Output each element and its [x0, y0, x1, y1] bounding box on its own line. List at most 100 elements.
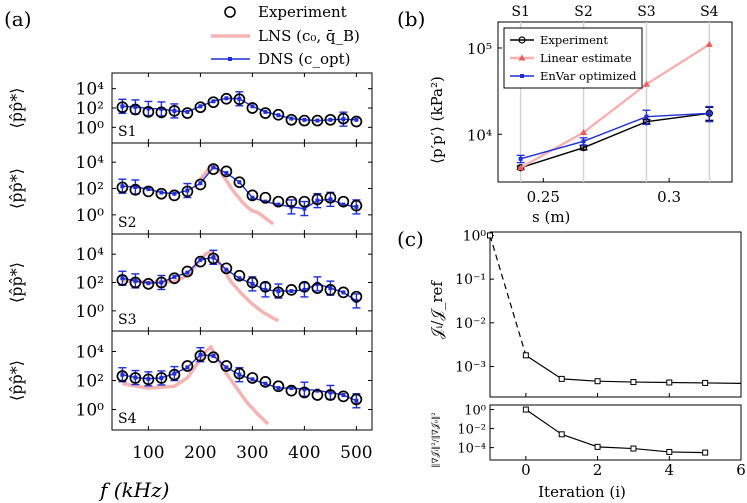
experiment-point [116, 181, 129, 194]
experiment-point [168, 368, 181, 381]
dns-point [237, 276, 242, 281]
dns-point [328, 197, 333, 202]
experiment-point [285, 284, 298, 296]
dns-point [146, 376, 151, 381]
subplot-frame [111, 142, 373, 235]
gradient-line-segment [525, 409, 563, 435]
y-tick-label: 10⁻³ [455, 359, 486, 375]
experiment-point [298, 114, 311, 127]
experiment-point [220, 262, 233, 275]
y-tick-label: 10⁻¹ [455, 272, 486, 288]
subplot-frame [111, 330, 373, 431]
dns-point [120, 104, 125, 109]
experiment-point [155, 276, 168, 289]
gradient-line-segment [561, 433, 598, 448]
gradient-point [630, 445, 637, 452]
experiment-point [337, 390, 350, 403]
subplot-s3: 10⁰ 10² 10⁴ ⟨p̂p̂*⟩ S3 [7, 233, 373, 332]
y-tick-label: 10⁰ [76, 206, 105, 226]
dns-point [146, 106, 151, 111]
experiment-point [350, 393, 363, 406]
y-tick-label: 10² [76, 274, 104, 294]
cost-point [594, 378, 601, 385]
station-label: S4 [118, 411, 137, 427]
gradient-line-segment [669, 451, 706, 454]
linear-point [580, 128, 588, 135]
dns-point [198, 257, 203, 262]
panel-c-xlabel: Iteration (i) [538, 483, 626, 501]
dns-point [172, 371, 177, 376]
dns-point [354, 204, 359, 209]
panel-b-legend: Experiment Linear estimate EnVar optimized [503, 27, 643, 89]
cost-dashed-segment [489, 235, 527, 356]
y-tick-label: 10⁰ [76, 118, 105, 138]
experiment-point [207, 96, 220, 109]
x-tick-label: 300 [236, 443, 268, 463]
cost-point [702, 379, 709, 386]
experiment-point [246, 189, 259, 202]
legend-envar-marker [520, 74, 524, 78]
panel-b-label: (b) [397, 7, 425, 31]
dns-point [211, 255, 216, 260]
experiment-point [311, 193, 324, 206]
legend-linear-marker [518, 54, 526, 61]
y-tick-label: 10⁰ [76, 401, 105, 421]
station-label: S3 [118, 312, 137, 328]
dns-point [263, 109, 268, 114]
dns-point [120, 184, 125, 189]
y-tick-label: 10⁰ [464, 404, 486, 419]
subplot-ylabel: ⟨p̂p̂*⟩ [7, 88, 26, 129]
cost-line-segment [561, 378, 598, 382]
gradient-line-segment [633, 447, 670, 453]
dns-point [185, 365, 190, 370]
dns-point [263, 381, 268, 386]
station-top-label: S3 [637, 4, 656, 20]
dns-point [172, 191, 177, 196]
cost-point [666, 379, 673, 386]
experiment-point [181, 265, 194, 278]
experiment-point [155, 187, 168, 200]
dns-point [263, 199, 268, 204]
cost-point [558, 375, 565, 382]
dns-point [185, 188, 190, 193]
experiment-point [142, 373, 155, 386]
panel-a-legend: Experiment LNS (c₀, q̄_B) DNS (c_opt) [211, 3, 360, 68]
experiment-point [181, 185, 194, 198]
experiment-point [259, 107, 272, 119]
legend-experiment-marker [224, 6, 236, 18]
panel-b: S1 S2 S3 S4 0.25 0.3 10⁴ 10⁵ Experiment Linear es… [467, 4, 733, 206]
experiment-point [272, 108, 285, 121]
dns-point [237, 96, 242, 101]
dns-point [172, 274, 177, 279]
dns-point [211, 165, 216, 170]
dns-point [237, 372, 242, 377]
station-top-label: S2 [574, 4, 593, 20]
experiment-point [311, 114, 324, 127]
experiment-point [324, 113, 337, 126]
dns-point [315, 198, 320, 203]
legend-lns-label: LNS (c₀, q̄_B) [258, 27, 360, 45]
dns-point [146, 281, 151, 286]
x-tick-label: 200 [184, 443, 216, 463]
experiment-point [129, 372, 142, 384]
dns-point [146, 187, 151, 192]
experiment-line [520, 112, 710, 169]
dns-point [302, 117, 307, 122]
envar-point [518, 156, 523, 161]
experiment-point [233, 367, 246, 380]
experiment-point [350, 290, 363, 303]
subplot-ylabel: ⟨p̂p̂*⟩ [7, 360, 26, 401]
dns-point [120, 276, 125, 281]
cost-point [487, 232, 493, 239]
experiment-point [324, 389, 337, 401]
experiment-point [194, 350, 207, 362]
dns-point [159, 106, 164, 111]
x-tick-label: 0 [521, 461, 531, 479]
experiment-point [142, 105, 155, 118]
dns-point [289, 116, 294, 121]
dns-point [289, 289, 294, 294]
experiment-point [298, 386, 311, 399]
x-tick-label: 100 [132, 443, 164, 463]
experiment-point [116, 370, 129, 382]
